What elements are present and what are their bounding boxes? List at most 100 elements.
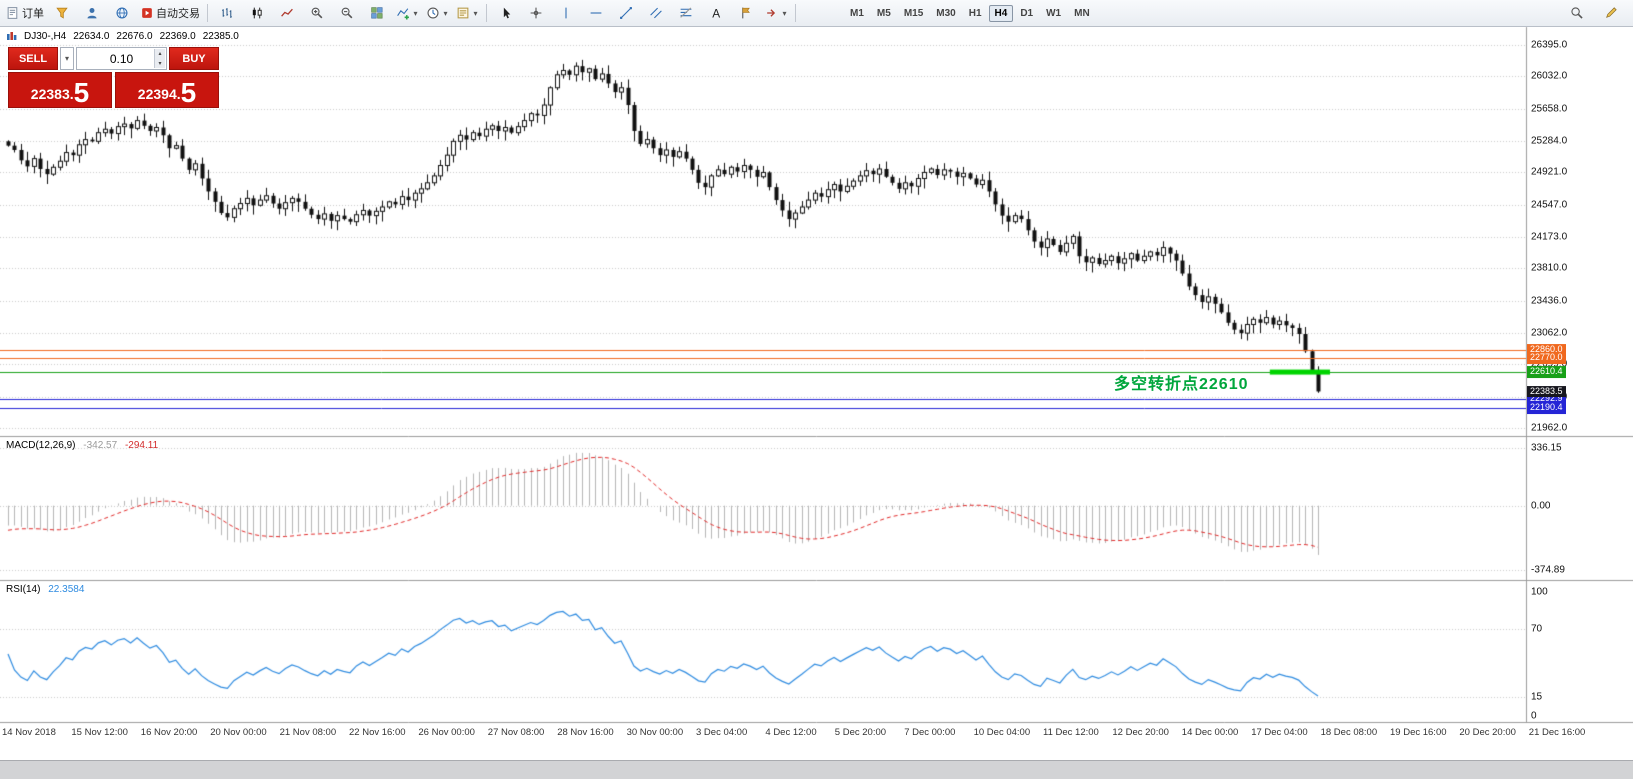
linechart-icon [281, 8, 293, 17]
new-order-button-label: 订单 [22, 8, 44, 20]
periods-button[interactable]: ▾ [422, 2, 452, 24]
templates-button[interactable]: ▾ [452, 2, 482, 24]
timeframe-h4[interactable]: H4 [988, 4, 1014, 22]
ohlc-high: 22676.0 [116, 31, 153, 42]
rsi-panel-title: RSI(14) 22.3584 [6, 584, 89, 595]
data-window-button[interactable] [107, 2, 137, 24]
fibo-icon [680, 7, 692, 18]
market-watch-button[interactable] [47, 2, 77, 24]
ohlc-close: 22385.0 [202, 31, 239, 42]
one-click-trading-panel: SELL 0.10 BUY 22383. 5 22394. 5 [8, 47, 219, 108]
hline-icon [590, 12, 602, 14]
sell-price-main: 22383. [30, 86, 74, 102]
macd-panel-title: MACD(12,26,9) -342.57 -294.11 [6, 440, 163, 451]
sell-price-display[interactable]: 22383. 5 [8, 72, 112, 108]
macd-main-value: -342.57 [83, 440, 118, 451]
sell-button[interactable]: SELL [8, 47, 58, 70]
order-options-dropdown[interactable] [60, 47, 74, 70]
arrows-button-caret[interactable]: ▾ [782, 8, 787, 18]
autotrade-icon [142, 8, 152, 18]
search-icon [1571, 7, 1583, 19]
text-label-button[interactable] [731, 2, 761, 24]
ohlc-open: 22634.0 [73, 31, 110, 42]
buy-price-main: 22394. [137, 86, 181, 102]
timeframe-mn[interactable]: MN [1074, 7, 1090, 19]
chart-window-icon [7, 32, 17, 40]
toolbar-separator [207, 4, 208, 22]
funnel-icon [56, 7, 68, 19]
shapes-icon [767, 9, 776, 17]
trendline-icon [620, 7, 632, 19]
trend-annotation: 多空转折点22610 [1114, 376, 1249, 393]
rsi-value: 22.3584 [48, 584, 85, 595]
text-button[interactable]: A [701, 2, 731, 24]
quick-edit-button[interactable] [1596, 2, 1626, 24]
timeframe-m30[interactable]: M30 [936, 7, 956, 19]
timeframe-h1[interactable]: H1 [968, 7, 982, 19]
horizontal-line-button[interactable] [581, 2, 611, 24]
toolbar-separator [486, 4, 487, 22]
bottom-scrollbar-area[interactable] [0, 760, 1633, 779]
chart-info-bar: DJ30-,H4 22634.0 22676.0 22369.0 22385.0 [6, 31, 239, 42]
timeframe-d1[interactable]: D1 [1020, 7, 1034, 19]
bar-chart-button[interactable] [212, 2, 242, 24]
indicator-icon [397, 8, 410, 20]
autotrading-button[interactable]: 自动交易 [137, 2, 203, 24]
text-icon: A [712, 6, 720, 20]
macd-signal-value: -294.11 [124, 440, 159, 451]
vertical-line-button[interactable] [551, 2, 581, 24]
svg-text:A: A [712, 6, 720, 20]
template-icon [458, 7, 469, 19]
candlestick-chart-button[interactable] [242, 2, 272, 24]
templates-button-caret[interactable]: ▾ [473, 8, 478, 18]
tile-icon [371, 7, 383, 19]
candles-icon [252, 7, 262, 19]
line-chart-button[interactable] [272, 2, 302, 24]
vline-icon [565, 7, 567, 19]
volume-decrease-button[interactable] [154, 58, 165, 68]
search-button[interactable] [1562, 2, 1592, 24]
fibonacci-button[interactable] [671, 2, 701, 24]
zoom-in-button[interactable] [302, 2, 332, 24]
volume-increase-button[interactable] [154, 49, 165, 59]
navigator-button[interactable] [77, 2, 107, 24]
indicators-button[interactable]: ▾ [392, 2, 422, 24]
crosshair-button[interactable] [521, 2, 551, 24]
tile-windows-button[interactable] [362, 2, 392, 24]
timeframe-m15[interactable]: M15 [903, 7, 924, 19]
pencil-icon [1606, 7, 1617, 18]
buy-button[interactable]: BUY [169, 47, 219, 70]
rsi-title-text: RSI(14) [6, 584, 41, 595]
volume-spinner [154, 49, 165, 68]
arrows-button[interactable]: ▾ [761, 2, 791, 24]
timeframe-w1[interactable]: W1 [1046, 7, 1062, 19]
sell-price-big-digit: 5 [73, 77, 90, 109]
crosshair-icon [530, 7, 542, 19]
timeframe-group: M1 M5 M15 M30 H1 H4 D1 W1 MN [844, 4, 1096, 22]
channel-icon [650, 7, 662, 19]
toolbar-separator [795, 4, 796, 22]
main-toolbar: 订单 自动交易 ▾ ▾ ▾ A ▾ M1 M5 M15 M30 H1 H4 D1 W1 MN [0, 0, 1633, 27]
volume-input[interactable]: 0.10 [76, 47, 167, 70]
toolbar-right-group [1562, 2, 1630, 24]
zoom-out-button[interactable] [332, 2, 362, 24]
cursor-icon [503, 7, 511, 19]
timeframe-m1[interactable]: M1 [850, 7, 864, 19]
label-icon [742, 7, 750, 19]
indicators-button-caret[interactable]: ▾ [413, 8, 418, 18]
buy-price-big-digit: 5 [180, 77, 197, 109]
periods-button-caret[interactable]: ▾ [443, 8, 448, 18]
trendline-button[interactable] [611, 2, 641, 24]
volume-value: 0.10 [109, 51, 134, 66]
equidistant-channel-button[interactable] [641, 2, 671, 24]
buy-price-display[interactable]: 22394. 5 [115, 72, 219, 108]
chart-symbol-period: DJ30-,H4 [24, 31, 67, 42]
macd-title-text: MACD(12,26,9) [6, 440, 76, 451]
person-icon [87, 8, 97, 19]
timeframe-m5[interactable]: M5 [876, 7, 891, 19]
new-order-button[interactable]: 订单 [3, 2, 47, 24]
autotrading-button-label: 自动交易 [156, 8, 200, 20]
ohlc-low: 22369.0 [159, 31, 196, 42]
cursor-button[interactable] [491, 2, 521, 24]
